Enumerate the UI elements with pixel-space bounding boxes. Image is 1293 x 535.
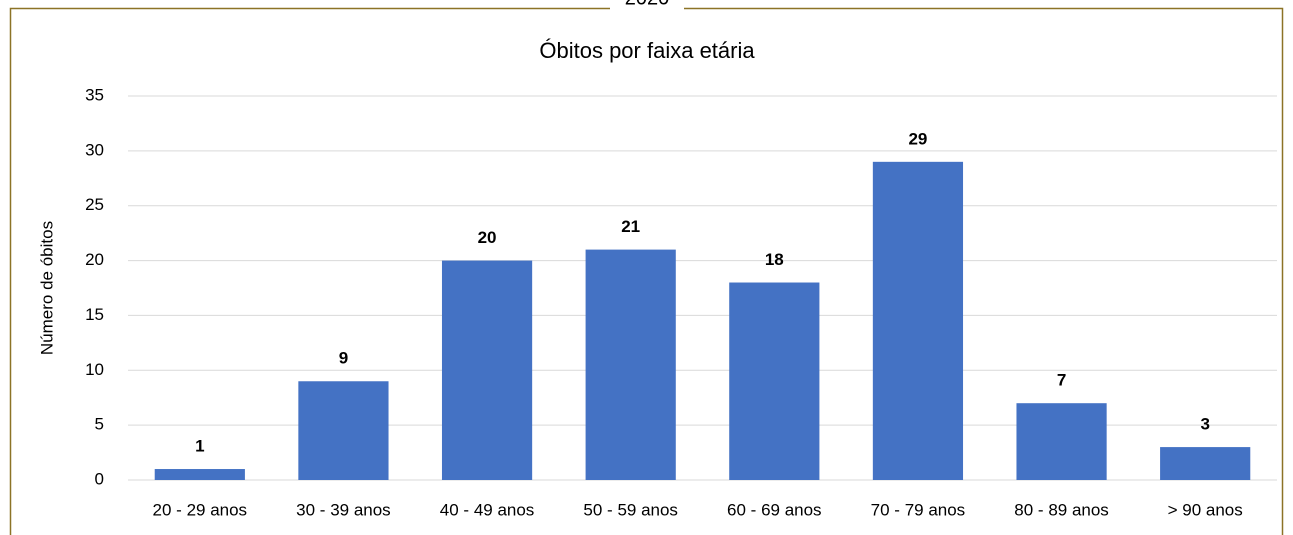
bar bbox=[585, 249, 676, 480]
data-label: 1 bbox=[195, 437, 204, 456]
y-tick-label: 30 bbox=[85, 140, 104, 159]
data-label: 3 bbox=[1200, 415, 1209, 434]
data-label: 9 bbox=[339, 349, 348, 368]
x-tick-label: 70 - 79 anos bbox=[871, 500, 966, 519]
bar bbox=[298, 381, 389, 480]
x-tick-label: > 90 anos bbox=[1168, 500, 1243, 519]
y-tick-label: 25 bbox=[85, 195, 104, 214]
y-axis-label: Número de óbitos bbox=[37, 221, 56, 355]
y-tick-label: 35 bbox=[85, 85, 104, 104]
y-tick-label: 15 bbox=[85, 305, 104, 324]
bar bbox=[154, 469, 245, 480]
bar bbox=[1160, 447, 1251, 480]
y-tick-label: 20 bbox=[85, 250, 104, 269]
x-tick-label: 60 - 69 anos bbox=[727, 500, 822, 519]
y-tick-label: 10 bbox=[85, 360, 104, 379]
data-label: 7 bbox=[1057, 371, 1066, 390]
bar bbox=[872, 161, 964, 481]
chart-header: 2020 bbox=[625, 0, 670, 9]
x-tick-label: 80 - 89 anos bbox=[1014, 500, 1109, 519]
x-tick-label: 20 - 29 anos bbox=[153, 500, 248, 519]
chart-title: Óbitos por faixa etária bbox=[539, 38, 755, 63]
bar bbox=[441, 260, 533, 480]
x-tick-label: 50 - 59 anos bbox=[583, 500, 678, 519]
data-label: 18 bbox=[765, 250, 784, 269]
header-backdrop bbox=[610, 0, 684, 10]
data-label: 20 bbox=[478, 228, 497, 247]
x-tick-label: 30 - 39 anos bbox=[296, 500, 391, 519]
data-label: 29 bbox=[908, 129, 927, 148]
bar bbox=[1016, 403, 1107, 480]
bar bbox=[729, 282, 820, 480]
data-label: 21 bbox=[621, 217, 640, 236]
y-tick-label: 5 bbox=[95, 415, 104, 434]
y-tick-label: 0 bbox=[95, 469, 104, 488]
x-tick-label: 40 - 49 anos bbox=[440, 500, 535, 519]
